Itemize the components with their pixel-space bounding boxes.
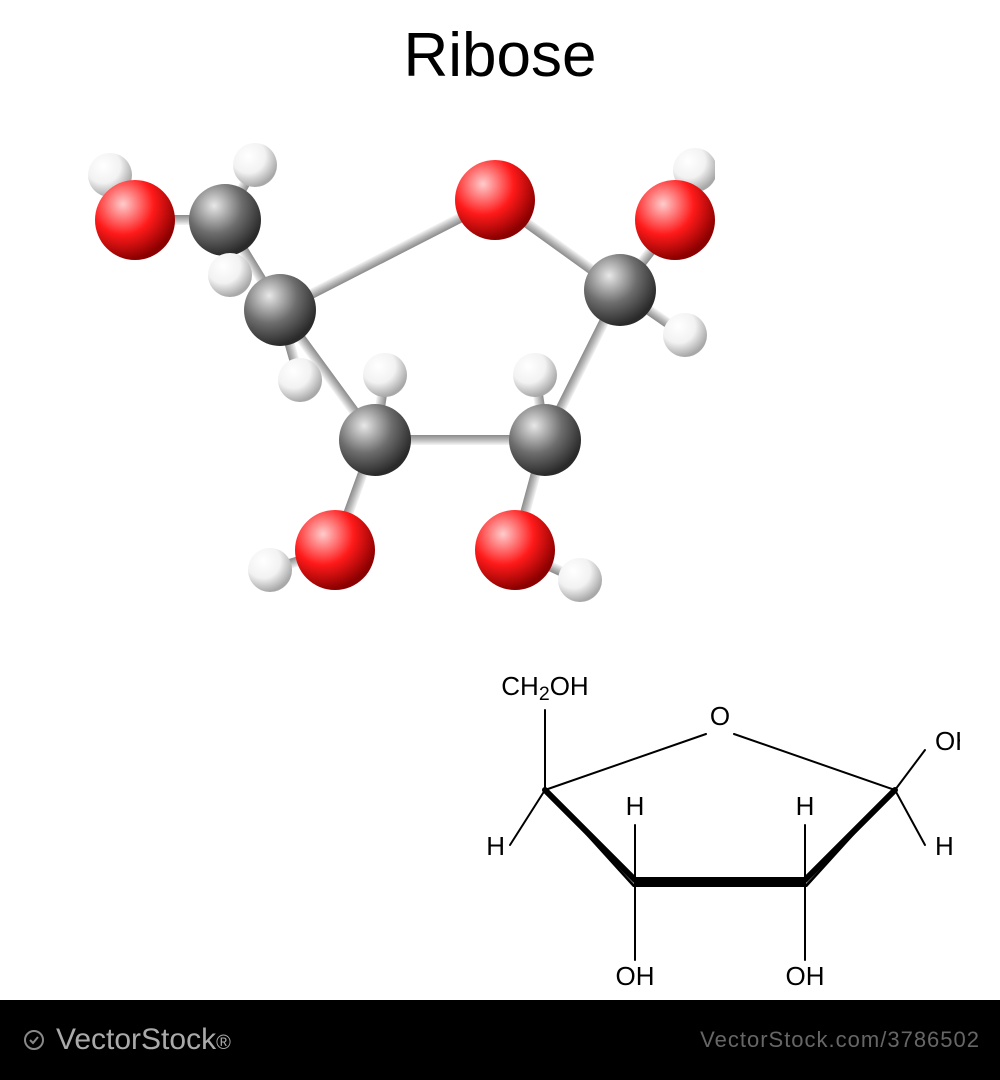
watermark-footer: VectorStock® VectorStock.com/3786502: [0, 1000, 1000, 1080]
haworth-structure: O CH2OH OH H H H H OH OH: [480, 650, 960, 1010]
image-id-text: VectorStock.com/3786502: [700, 1027, 980, 1053]
atom-h: [363, 353, 407, 397]
atom-h: [663, 313, 707, 357]
brand-icon: [20, 1028, 48, 1052]
substituent-lines: [510, 710, 925, 960]
brand-logo: VectorStock®: [20, 1023, 231, 1057]
label-h: H: [796, 791, 815, 821]
atom-o: [475, 510, 555, 590]
ring-skeleton: [545, 734, 895, 887]
label-h: H: [486, 831, 505, 861]
atom-c: [339, 404, 411, 476]
molecule-title: Ribose: [404, 20, 597, 91]
atom-labels: O CH2OH OH H H H H OH OH: [486, 671, 960, 991]
atom-h: [278, 358, 322, 402]
atom-h: [248, 548, 292, 592]
label-oh: OH: [935, 726, 960, 756]
atom-h: [208, 253, 252, 297]
label-h: H: [626, 791, 645, 821]
atom-c: [244, 274, 316, 346]
atom-c: [189, 184, 261, 256]
label-o: O: [710, 701, 730, 731]
atom-h: [513, 353, 557, 397]
brand-text: VectorStock®: [56, 1023, 231, 1057]
atom-h: [233, 143, 277, 187]
atom-c: [509, 404, 581, 476]
label-ch₂oh: CH2OH: [501, 671, 588, 705]
atom-h: [558, 558, 602, 602]
atom-o: [295, 510, 375, 590]
label-oh: OH: [616, 961, 655, 991]
atom-o: [95, 180, 175, 260]
atoms-group: [88, 143, 715, 602]
label-oh: OH: [786, 961, 825, 991]
atom-c: [584, 254, 656, 326]
label-h: H: [935, 831, 954, 861]
atom-o: [455, 160, 535, 240]
molecule-3d-model: [75, 120, 715, 620]
atom-o: [635, 180, 715, 260]
